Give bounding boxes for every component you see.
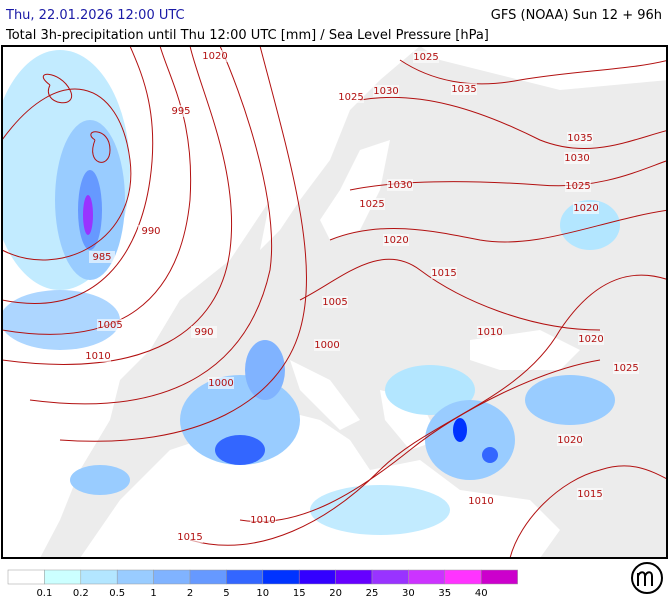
isobar-label-bg [565,180,591,192]
legend-swatch [116,569,154,585]
isobar-label: 1025 [565,181,590,192]
legend-label: 2 [187,588,193,599]
isobar-label-bg [338,91,364,103]
datetime: Thu, 22.01.2026 12:00 UTC [5,8,185,23]
isobar-label-bg [97,319,123,331]
legend-label: 25 [366,588,379,599]
legend-swatch [44,569,82,585]
isobar-label: 995 [171,106,190,117]
isobar-label-bg [573,202,599,214]
isobar-label: 1020 [202,51,227,62]
legend-swatch [408,569,446,585]
isobar-label-bg [177,531,203,543]
isobar-label-bg [250,514,276,526]
isobar-label: 1010 [477,327,502,338]
legend-label: 10 [256,588,269,599]
legend-label: 5 [223,588,229,599]
isobar-label: 1005 [97,320,122,331]
model-run: GFS (NOAA) Sun 12 + 96h [491,8,662,23]
map-area [2,46,667,558]
isobar-label-bg [413,51,439,63]
legend-label: 30 [402,588,415,599]
precipitation [2,50,620,535]
isobar-label-bg [557,434,583,446]
isobar-label-bg [314,339,340,351]
legend-swatch [371,569,409,585]
isobar-label: 990 [194,327,213,338]
isobar-label: 990 [141,226,160,237]
legend-swatch [153,569,191,585]
legend-swatch [444,569,482,585]
legend-swatch [298,569,336,585]
isobar-label: 1025 [359,199,384,210]
isobar-label: 1035 [451,84,476,95]
legend-label: 0.5 [109,588,125,599]
isobar-label: 1025 [413,52,438,63]
isobar-label: 1020 [573,203,598,214]
map-title: Total 3h-precipitation until Thu 12:00 U… [5,28,489,43]
isobar-label: 985 [92,252,111,263]
isobar-label-bg [168,105,194,117]
isobar-label-bg [191,326,217,338]
isobar-label: 1020 [557,435,582,446]
isobar-label-bg [567,132,593,144]
isobar-label: 1020 [383,235,408,246]
legend-label: 20 [329,588,342,599]
isobar-label-bg [577,488,603,500]
isobar-label-bg [468,495,494,507]
isobar-label: 1015 [577,489,602,500]
isobar-label-bg [383,234,409,246]
isobar-label-bg [202,50,228,62]
isobar-label: 1000 [208,378,233,389]
legend-label: 40 [475,588,488,599]
legend-swatch [189,569,227,585]
map-frame [1,45,668,559]
isobar-label-bg [477,326,503,338]
isobars [2,46,667,558]
legend-swatch [226,569,264,585]
legend-swatch [7,569,45,585]
isobar-label-bg [322,296,348,308]
legend-swatch [335,569,373,585]
isobar-label: 1000 [314,340,339,351]
legend-label: 1 [150,588,156,599]
legend-label: 15 [293,588,306,599]
isobar-label: 1010 [85,351,110,362]
legend-label: 0.2 [73,588,89,599]
isobar-label: 1020 [578,334,603,345]
isobar-label: 1015 [177,532,202,543]
isobar-label-bg [138,225,164,237]
isobar-label-bg [564,152,590,164]
isobar-label-bg [373,85,399,97]
isobar-label: 1005 [322,297,347,308]
isobar-label-bg [208,377,234,389]
isobar-label-bg [578,333,604,345]
legend-swatch [262,569,300,585]
isobar-label-bg [613,362,639,374]
legend: 0.1 0.2 0.5 1 2 5 10 15 20 25 30 35 40 [7,569,518,599]
isobar-label-bg [85,350,111,362]
isobar-label: 1030 [387,180,412,191]
isobar-label: 1030 [564,153,589,164]
legend-label: 35 [438,588,451,599]
isobar-label-bg [89,251,115,263]
isobar-label: 1025 [613,363,638,374]
isobar-label: 1010 [468,496,493,507]
legend-swatch [80,569,118,585]
isobar-label-bg [387,179,413,191]
isobar-label: 1010 [250,515,275,526]
isobar-label: 1025 [338,92,363,103]
isobar-label-bg [359,198,385,210]
isobar-label-bg [431,267,457,279]
isobar-label: 1030 [373,86,398,97]
isobar-label: 1035 [567,133,592,144]
legend-swatch [480,569,518,585]
isobar-label: 1015 [431,268,456,279]
legend-label: 0.1 [36,588,52,599]
isobar-label-bg [451,83,477,95]
logo [631,562,663,594]
